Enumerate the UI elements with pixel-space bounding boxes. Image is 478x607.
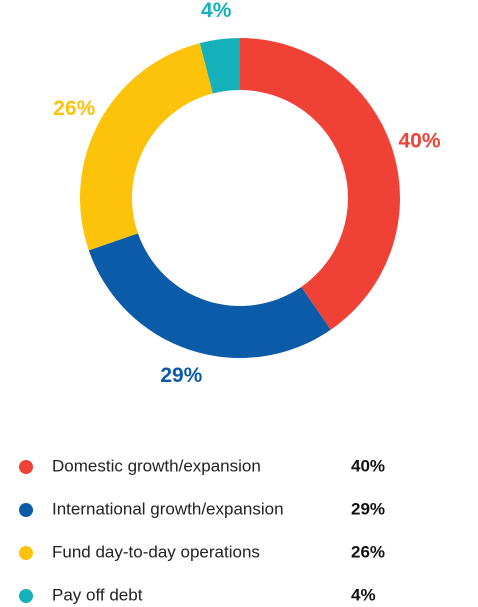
data-label: 40% xyxy=(399,130,441,153)
legend-value: 40% xyxy=(351,456,385,475)
data-label: 26% xyxy=(53,97,95,120)
data-label: 4% xyxy=(201,0,232,22)
legend-value: 4% xyxy=(351,585,376,604)
legend-label: Fund day-to-day operations xyxy=(52,542,260,561)
legend-dot xyxy=(19,589,33,603)
legend-label: International growth/expansion xyxy=(52,499,284,518)
legend-label: Pay off debt xyxy=(52,585,143,604)
legend-value: 26% xyxy=(351,542,385,561)
data-label: 29% xyxy=(160,364,202,387)
legend-dot xyxy=(19,460,33,474)
donut-slice xyxy=(88,233,331,358)
legend-value: 29% xyxy=(351,499,385,518)
donut-slice xyxy=(240,38,401,330)
donut-slice xyxy=(199,38,240,94)
legend-dot xyxy=(19,546,33,560)
legend-label: Domestic growth/expansion xyxy=(52,456,261,475)
legend-dot xyxy=(19,503,33,517)
donut-slice xyxy=(79,43,213,251)
